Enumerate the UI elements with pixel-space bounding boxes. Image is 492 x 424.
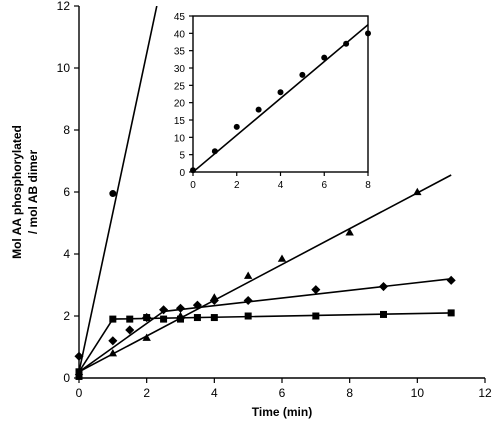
main-point-diamond xyxy=(125,325,135,335)
main-y-tick-label: 12 xyxy=(57,0,71,13)
main-point-diamond xyxy=(378,282,389,292)
main-y-tick-label: 8 xyxy=(63,123,70,137)
y-axis-title-line-1: Mol AA phosphorylated xyxy=(10,125,24,259)
main-point-square xyxy=(312,312,320,320)
main-x-tick-label: 8 xyxy=(346,386,353,400)
inset-y-tick-label: 40 xyxy=(174,29,186,40)
main-point-square xyxy=(177,315,184,323)
y-axis-title-line-2: / mol AB dimer xyxy=(26,150,40,235)
inset-x-tick-label: 4 xyxy=(278,180,284,191)
main-y-tick-label: 0 xyxy=(63,371,70,385)
inset-point-circle xyxy=(277,89,284,96)
main-point-square xyxy=(143,314,151,322)
inset-x-tick-label: 8 xyxy=(365,180,371,191)
main-point-triangle xyxy=(142,333,151,341)
inset-y-tick-label: 45 xyxy=(174,12,186,23)
inset-x-tick-label: 0 xyxy=(190,180,196,191)
inset-y-tick-label: 30 xyxy=(174,64,186,75)
main-point-diamond xyxy=(159,305,169,315)
inset-y-tick-label: 15 xyxy=(174,116,186,127)
main-y-tick-label: 2 xyxy=(63,309,70,323)
main-point-square xyxy=(193,314,201,322)
inset-plot-area: 0 2 4 6 8 0 5 10 15 20 25 30 35 40 45 xyxy=(174,12,371,191)
main-plot-area: 0 2 4 6 8 10 12 0 2 4 6 8 10 12 xyxy=(57,0,492,400)
main-point-triangle xyxy=(243,271,253,279)
main-x-tick-label: 4 xyxy=(211,386,218,400)
main-fit-line-triangle xyxy=(79,174,452,373)
inset-point-circle xyxy=(299,71,306,78)
main-y-tick-label: 6 xyxy=(63,185,70,199)
main-point-square xyxy=(75,372,83,380)
main-point-square xyxy=(244,312,252,320)
inset-point-circle xyxy=(190,167,196,174)
main-point-square xyxy=(75,368,83,376)
main-point-diamond xyxy=(192,300,202,310)
inset-point-circle xyxy=(321,54,328,61)
main-y-tick-label: 4 xyxy=(63,247,70,261)
main-point-diamond xyxy=(311,285,321,295)
main-point-diamond xyxy=(108,336,118,346)
main-point-square xyxy=(160,315,168,323)
inset-x-tick-label: 6 xyxy=(321,180,327,191)
inset-y-tick-label: 10 xyxy=(174,133,186,144)
main-point-triangle xyxy=(108,349,118,357)
inset-point-circle xyxy=(343,40,350,47)
main-point-triangle xyxy=(413,187,422,196)
inset-point-circle xyxy=(211,148,218,155)
main-point-square xyxy=(380,310,387,318)
inset-y-tick-label: 35 xyxy=(174,47,186,58)
main-point-square xyxy=(447,309,455,317)
main-point-diamond xyxy=(243,295,253,306)
main-point-square xyxy=(109,315,117,323)
main-x-tick-label: 0 xyxy=(76,386,83,400)
inset-point-circle xyxy=(233,123,240,130)
main-point-square xyxy=(210,314,218,322)
inset-y-tick-label: 0 xyxy=(179,168,185,179)
inset-y-tick-label: 25 xyxy=(174,81,186,92)
main-point-diamond xyxy=(74,351,84,361)
inset-point-circle xyxy=(365,30,371,37)
main-fit-line-circle xyxy=(79,6,158,372)
main-fit-line-diamond xyxy=(79,278,452,373)
main-point-diamond xyxy=(175,303,186,313)
main-point-triangle xyxy=(345,228,354,236)
main-x-tick-label: 10 xyxy=(411,386,425,400)
inset-fit-lines xyxy=(193,24,368,172)
x-axis-title: Time (min) xyxy=(252,405,312,419)
inset-x-tick-label: 2 xyxy=(234,180,240,191)
main-x-tick-label: 6 xyxy=(279,386,286,400)
main-x-tick-label: 2 xyxy=(143,386,150,400)
main-point-square xyxy=(126,315,134,323)
main-x-tick-label: 12 xyxy=(478,386,492,400)
inset-y-tick-label: 5 xyxy=(179,151,185,162)
main-y-tick-label: 10 xyxy=(57,61,71,75)
main-point-triangle xyxy=(277,254,287,262)
main-point-diamond xyxy=(446,275,456,285)
main-point-diamond xyxy=(209,295,219,306)
inset-y-tick-label: 20 xyxy=(174,99,186,110)
inset-fit-line-circle xyxy=(193,24,368,172)
main-point-circle xyxy=(109,190,117,198)
inset-point-circle xyxy=(255,106,262,113)
